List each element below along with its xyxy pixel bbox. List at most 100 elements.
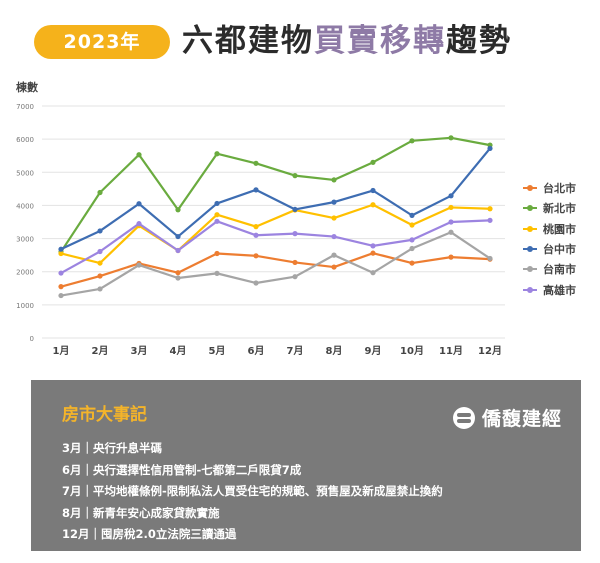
- legend-label: 桃園市: [543, 222, 576, 236]
- data-point: [448, 135, 454, 141]
- legend-item: 桃園市: [523, 219, 576, 239]
- data-point: [448, 204, 454, 211]
- data-point: [175, 275, 181, 281]
- data-point: [409, 222, 415, 228]
- data-point: [292, 206, 298, 213]
- series-line-4: [60, 231, 491, 297]
- x-tick-label: 3月: [131, 345, 148, 357]
- data-point: [97, 189, 103, 196]
- series-line-5: [60, 219, 491, 275]
- legend-swatch: [523, 205, 537, 212]
- data-point: [175, 247, 181, 254]
- data-point: [136, 201, 142, 207]
- data-point: [331, 252, 337, 258]
- legend-label: 台南市: [543, 263, 576, 277]
- legend-swatch: [523, 246, 537, 253]
- x-tick-label: 2月: [92, 345, 109, 357]
- year-badge: 2023年: [34, 25, 170, 59]
- y-tick-label: 4000: [16, 202, 34, 210]
- events-panel: 房市大事記 僑馥建經 3月｜央行升息半碼 6月｜央行選擇性信用管制-七都第二戶限貸…: [31, 380, 581, 551]
- event-item: 7月｜平均地權條例-限制私法人買受住宅的規範、預售屋及新成屋禁止換約: [62, 484, 443, 498]
- data-point: [487, 145, 493, 152]
- legend-swatch: [523, 266, 537, 273]
- brand-name: 僑馥建經: [482, 408, 563, 430]
- x-tick-label: 1月: [53, 345, 70, 357]
- data-point: [487, 206, 493, 212]
- y-tick-label: 1000: [16, 302, 34, 310]
- data-point: [331, 233, 337, 240]
- data-point: [292, 231, 298, 237]
- data-point: [292, 259, 298, 266]
- data-point: [253, 232, 259, 238]
- legend-label: 新北市: [543, 202, 576, 216]
- header: 2023年 六都建物買賣移轉趨勢: [0, 0, 600, 80]
- x-tick-label: 12月: [478, 345, 502, 357]
- data-point: [331, 177, 337, 183]
- legend-label: 高雄市: [543, 283, 576, 297]
- data-point: [487, 255, 493, 262]
- data-point: [97, 260, 103, 266]
- data-point: [331, 215, 337, 221]
- data-point: [58, 250, 64, 257]
- data-point: [58, 246, 64, 252]
- data-point: [253, 253, 259, 259]
- legend-item: 台南市: [523, 259, 576, 279]
- brand-logo-icon: [453, 406, 475, 429]
- data-point: [448, 193, 454, 199]
- data-point: [409, 212, 415, 218]
- x-tick-label: 6月: [248, 345, 265, 357]
- series-line-0: [60, 252, 491, 288]
- legend-swatch: [523, 185, 537, 192]
- data-point: [214, 270, 220, 276]
- data-point: [370, 187, 376, 194]
- data-point: [370, 250, 376, 256]
- data-point: [214, 151, 220, 157]
- title-part-1: 六都建物: [182, 23, 314, 59]
- x-tick-label: 4月: [170, 345, 187, 357]
- page-title: 六都建物買賣移轉趨勢: [182, 16, 512, 66]
- data-point: [370, 202, 376, 208]
- data-point: [448, 219, 454, 225]
- y-tick-label: 0: [30, 335, 34, 343]
- series-line-1: [60, 136, 491, 253]
- event-item: 6月｜央行選擇性信用管制-七都第二戶限貸7成: [62, 462, 302, 477]
- y-tick-label: 6000: [16, 136, 34, 144]
- data-point: [214, 212, 220, 218]
- event-item: 8月｜新青年安心成家貸款實施: [62, 505, 220, 520]
- title-part-2: 趨勢: [446, 23, 512, 59]
- data-point: [136, 221, 142, 227]
- legend-swatch: [523, 286, 537, 293]
- data-point: [292, 173, 298, 179]
- data-point: [58, 284, 64, 290]
- data-point: [448, 254, 454, 260]
- data-point: [136, 262, 142, 268]
- brand: 僑馥建經: [453, 404, 562, 431]
- legend-item: 新北市: [523, 198, 576, 218]
- x-tick-label: 11月: [439, 345, 463, 357]
- line-chart: 棟數 0 1000 2000 3000 4000 5000 6000 7000 1月 2月 3月 4月 5…: [16, 80, 505, 357]
- y-tick-label: 2000: [16, 269, 34, 277]
- x-tick-label: 5月: [209, 345, 226, 357]
- data-point: [292, 274, 298, 280]
- y-tick-label: 7000: [16, 103, 34, 111]
- data-point: [97, 248, 103, 255]
- x-tick-label: 7月: [287, 345, 304, 357]
- data-point: [97, 273, 103, 279]
- legend-item: 高雄市: [523, 279, 576, 299]
- chart-legend: 台北市 新北市 桃園市 台中市 台南市 高雄市: [523, 178, 576, 300]
- data-point: [370, 270, 376, 276]
- data-point: [97, 228, 103, 234]
- series-line-3: [60, 147, 491, 251]
- legend-label: 台中市: [543, 243, 576, 257]
- data-point: [448, 229, 454, 235]
- legend-item: 台中市: [523, 239, 576, 259]
- data-point: [58, 270, 64, 276]
- data-point: [370, 159, 376, 165]
- data-point: [370, 243, 376, 249]
- data-point: [253, 280, 259, 286]
- data-point: [136, 152, 142, 158]
- data-point: [253, 187, 259, 193]
- data-point: [214, 200, 220, 207]
- data-point: [487, 217, 493, 223]
- data-point: [175, 207, 181, 213]
